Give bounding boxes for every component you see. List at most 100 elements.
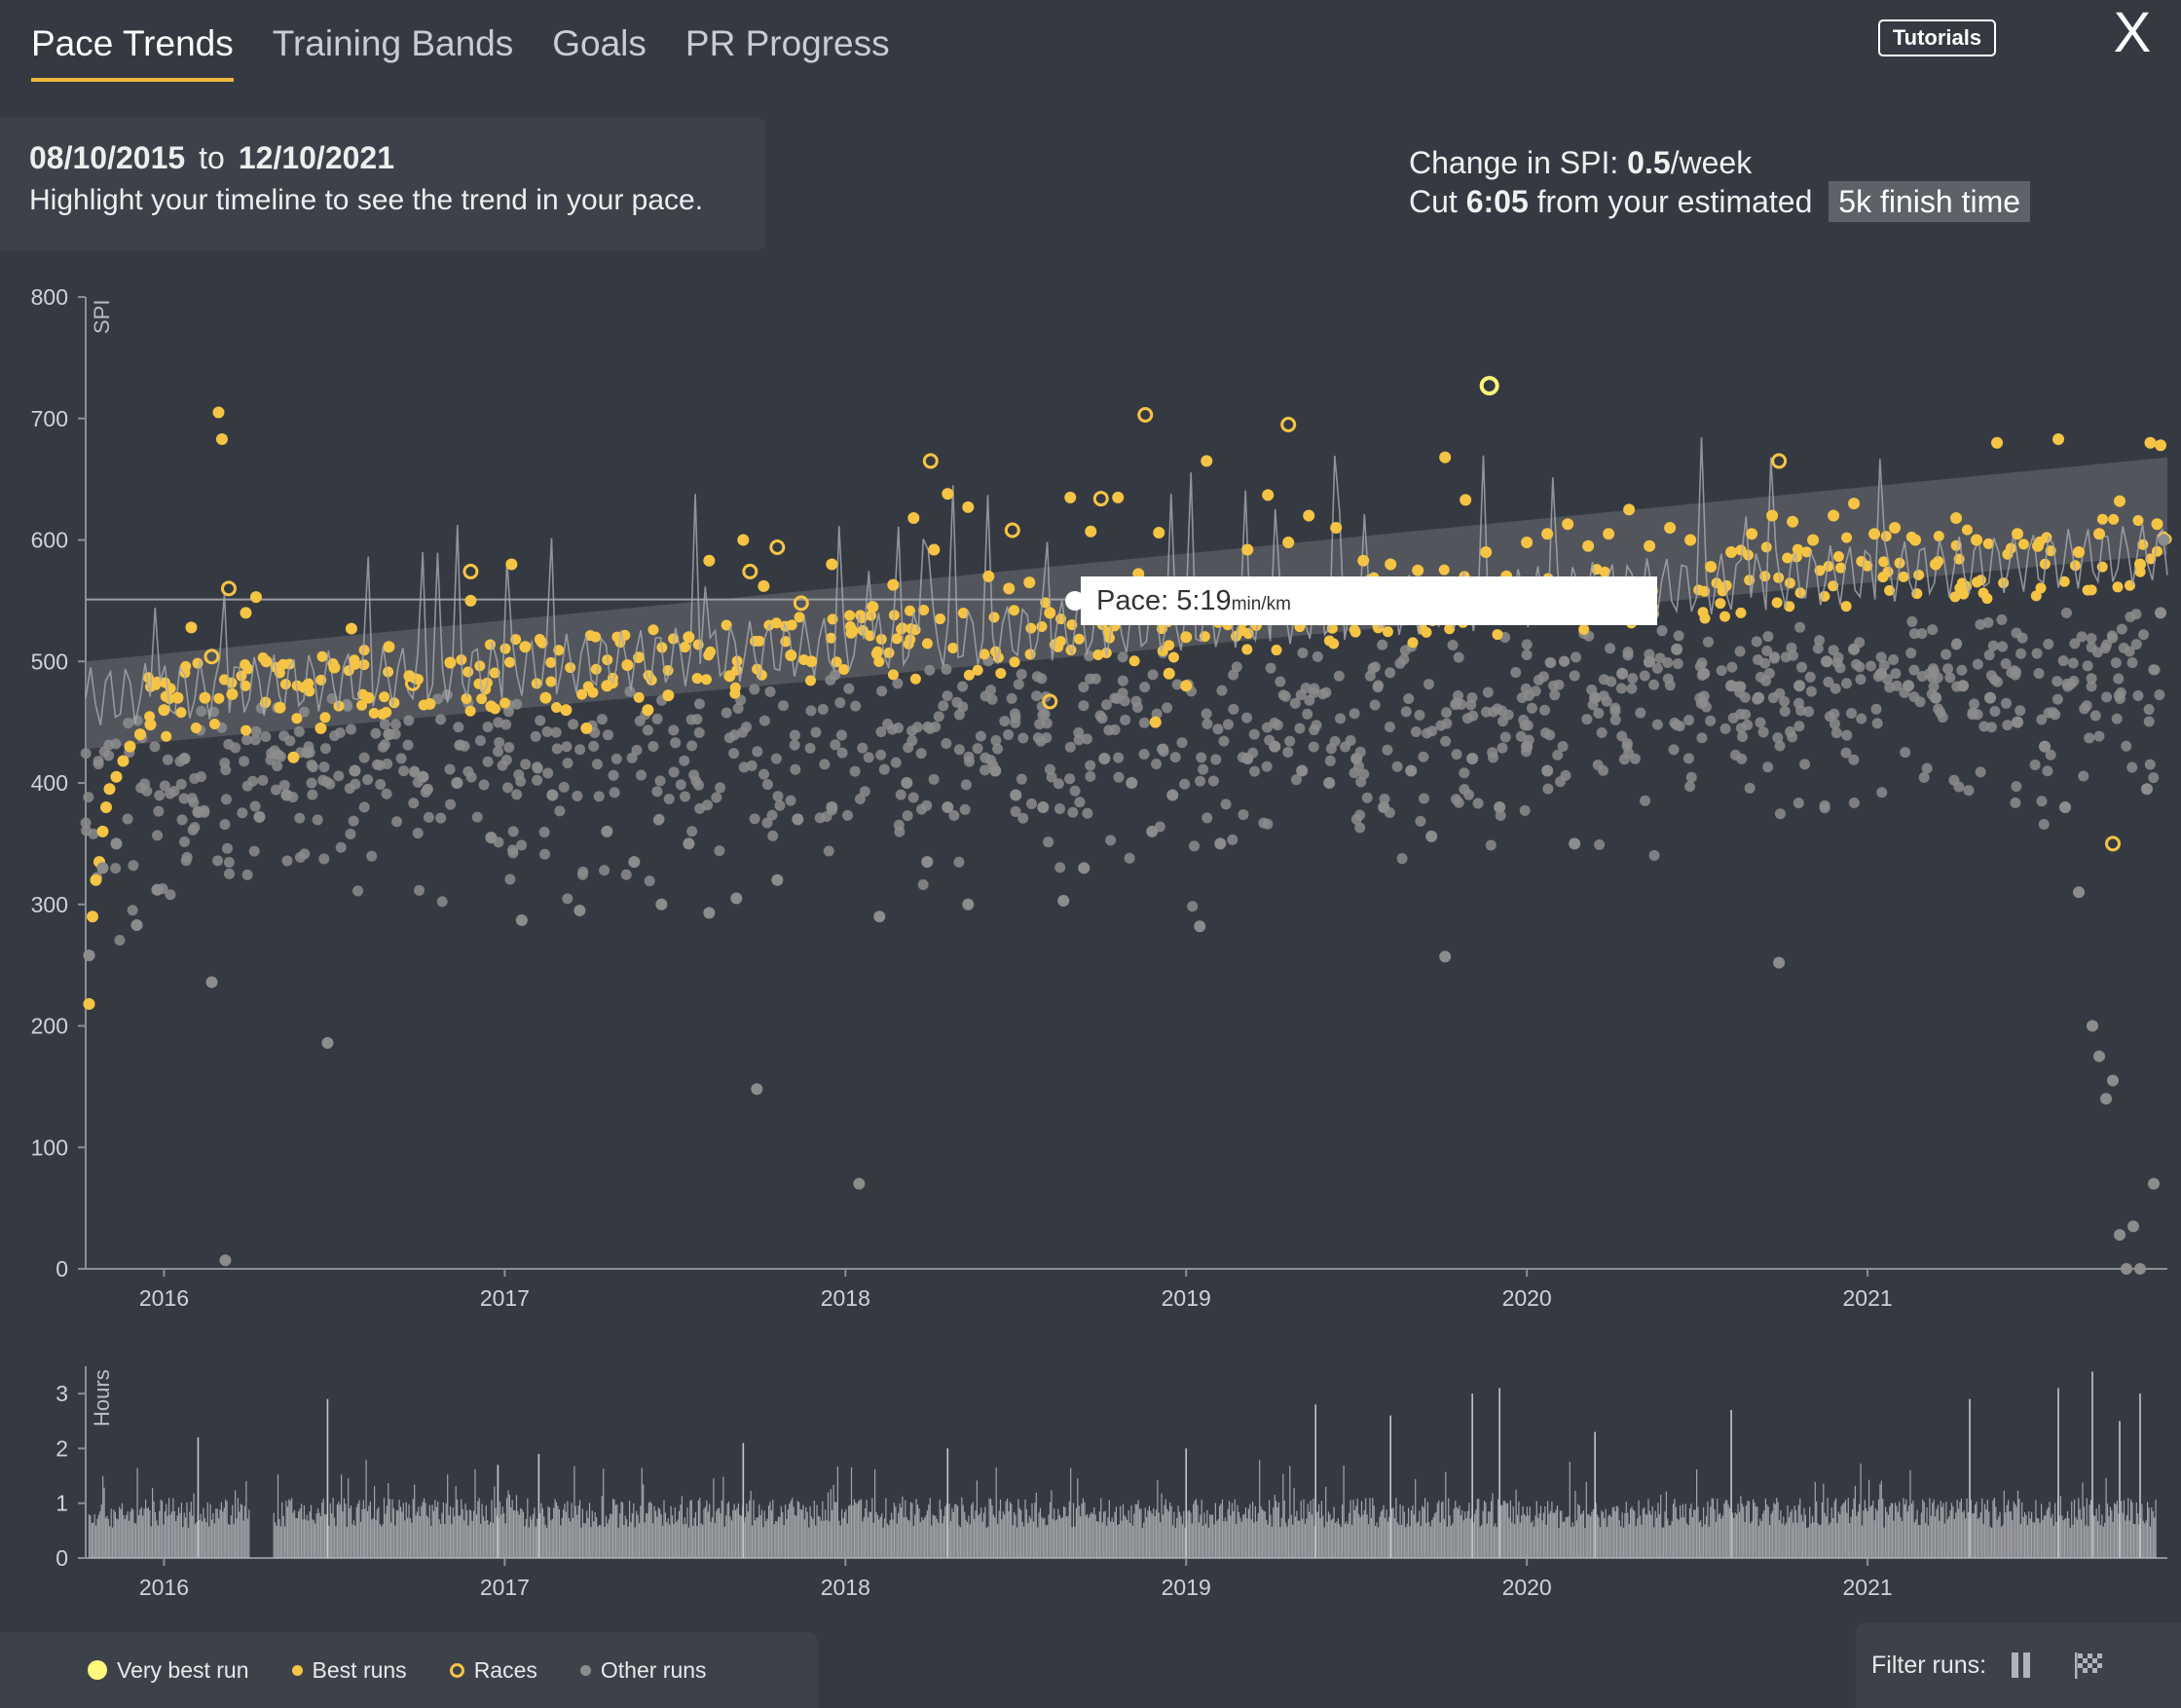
pause-icon[interactable]: [2012, 1652, 2031, 1678]
tab-pace-trends[interactable]: Pace Trends: [31, 19, 234, 82]
other-run-point: [1117, 675, 1128, 687]
best-run-point: [1782, 552, 1793, 564]
best-run-point: [117, 755, 129, 767]
other-run-point: [752, 746, 763, 758]
other-run-point: [2045, 749, 2056, 761]
other-run-point: [1043, 836, 1054, 848]
other-run-point: [1984, 691, 1997, 704]
finish-time-selector[interactable]: 5k finish time: [1829, 181, 2031, 222]
other-run-point: [248, 845, 260, 857]
other-run-point: [239, 756, 250, 767]
checkered-flag-icon[interactable]: [2073, 1651, 2106, 1680]
other-run-point: [902, 810, 913, 822]
tutorials-button[interactable]: Tutorials: [1878, 19, 1996, 56]
legend-very-best: Very best run: [88, 1657, 249, 1684]
other-run-point: [1382, 744, 1393, 756]
other-run-point: [349, 764, 361, 777]
other-run-point: [596, 714, 608, 725]
other-run-point: [1304, 694, 1315, 706]
other-run-point: [887, 724, 899, 735]
other-run-point: [675, 779, 686, 791]
other-run-point: [1399, 645, 1411, 656]
other-run-point: [223, 738, 235, 750]
other-run-point: [2116, 623, 2127, 635]
other-run-point: [541, 725, 553, 737]
other-run-point: [224, 868, 236, 879]
other-run-point: [1616, 667, 1629, 680]
other-run-point: [408, 798, 420, 809]
other-run-point: [1828, 645, 1839, 656]
other-run-point: [2134, 1263, 2147, 1275]
other-run-point: [2038, 818, 2050, 830]
other-run-point: [2076, 631, 2088, 643]
race-point: [1092, 491, 1109, 507]
best-run-point: [668, 633, 680, 645]
other-run-point: [1871, 718, 1883, 729]
other-run-point: [737, 726, 749, 738]
best-run-point: [2069, 560, 2081, 572]
other-run-point: [1654, 652, 1666, 664]
best-run-point: [1385, 558, 1397, 571]
other-run-point: [280, 789, 293, 801]
other-run-point: [554, 805, 566, 817]
other-run-point: [2089, 710, 2101, 722]
other-run-point: [345, 828, 356, 839]
other-run-point: [572, 791, 583, 802]
best-run-point: [907, 512, 920, 525]
other-run-point: [2052, 676, 2063, 687]
best-run-point: [729, 687, 741, 699]
other-run-point: [2121, 740, 2132, 752]
close-icon[interactable]: X: [2113, 1, 2152, 64]
other-run-point: [2148, 772, 2160, 784]
other-run-point: [714, 845, 725, 857]
best-run-point: [1719, 611, 1731, 622]
y-tick-label: 100: [31, 1134, 68, 1160]
other-run-point: [253, 810, 266, 823]
other-run-point: [1258, 817, 1270, 829]
other-run-point: [503, 742, 515, 754]
best-run-point: [319, 712, 331, 724]
other-run-point: [507, 826, 519, 837]
best-run-point: [190, 722, 202, 733]
other-run-point: [1793, 798, 1804, 809]
other-run-point: [398, 765, 410, 777]
other-run-point: [941, 663, 952, 675]
other-run-point: [1549, 689, 1561, 701]
other-run-point: [651, 786, 663, 798]
best-run-point: [505, 558, 518, 571]
best-run-point: [826, 558, 838, 571]
other-run-point: [1823, 676, 1834, 687]
other-run-point: [2078, 770, 2089, 782]
other-run-point: [1716, 665, 1727, 677]
best-run-point: [580, 722, 593, 734]
other-run-point: [2138, 629, 2150, 641]
other-run-point: [1418, 751, 1429, 762]
other-run-point: [307, 789, 318, 800]
other-run-point: [1906, 615, 1918, 627]
other-run-point: [1216, 685, 1228, 696]
y-axis-label: SPI: [90, 300, 114, 334]
other-run-point: [123, 718, 134, 729]
y-tick-label: 800: [31, 284, 68, 310]
other-run-point: [2043, 638, 2054, 650]
other-run-point: [1041, 718, 1053, 729]
other-run-point: [830, 669, 841, 681]
best-run-point: [972, 664, 983, 676]
other-run-point: [270, 784, 281, 796]
other-run-point: [219, 757, 231, 768]
best-run-point: [2108, 513, 2120, 525]
best-run-point: [1840, 601, 1852, 613]
tab-training-bands[interactable]: Training Bands: [272, 23, 514, 63]
date-separator: to: [199, 140, 225, 175]
best-swatch: [291, 1664, 303, 1676]
other-run-point: [178, 793, 190, 804]
other-run-point: [1379, 793, 1390, 804]
best-run-point: [565, 662, 576, 674]
tab-goals[interactable]: Goals: [552, 23, 647, 63]
other-run-point: [817, 703, 829, 715]
best-run-point: [213, 692, 225, 704]
other-run-point: [1194, 920, 1206, 933]
best-run-point: [476, 693, 488, 705]
tab-pr-progress[interactable]: PR Progress: [684, 23, 890, 63]
